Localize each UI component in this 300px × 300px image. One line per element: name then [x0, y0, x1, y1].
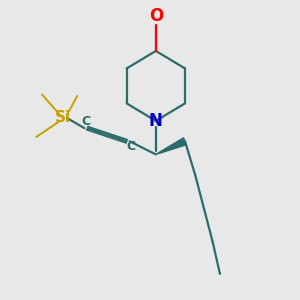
Text: Si: Si [55, 110, 70, 125]
Text: N: N [149, 112, 163, 130]
Polygon shape [156, 138, 187, 154]
Text: O: O [149, 7, 163, 25]
Text: C: C [81, 115, 90, 128]
Text: C: C [127, 140, 136, 153]
